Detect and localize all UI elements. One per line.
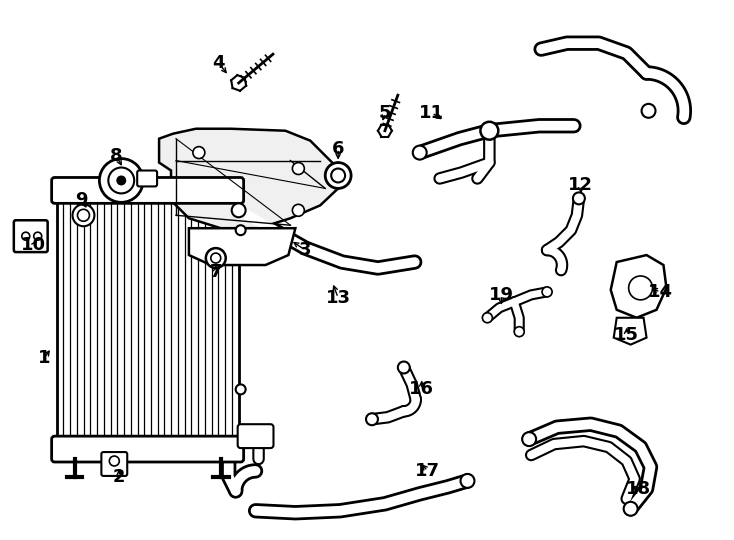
Circle shape	[236, 384, 246, 394]
Text: 5: 5	[379, 104, 391, 122]
Polygon shape	[189, 228, 295, 265]
FancyBboxPatch shape	[101, 452, 127, 476]
Circle shape	[236, 225, 246, 235]
Text: 10: 10	[21, 236, 46, 254]
Text: 6: 6	[332, 140, 344, 158]
Circle shape	[292, 204, 305, 217]
Circle shape	[99, 159, 143, 202]
Circle shape	[325, 163, 351, 188]
Circle shape	[73, 204, 95, 226]
Text: 7: 7	[209, 263, 222, 281]
Polygon shape	[614, 318, 647, 345]
Circle shape	[116, 176, 126, 185]
Circle shape	[413, 146, 426, 160]
Polygon shape	[159, 129, 338, 228]
Circle shape	[398, 361, 410, 374]
FancyBboxPatch shape	[137, 171, 157, 186]
Circle shape	[542, 287, 552, 297]
Circle shape	[232, 204, 246, 217]
Circle shape	[624, 502, 638, 516]
Circle shape	[460, 474, 474, 488]
Circle shape	[481, 122, 498, 140]
Circle shape	[522, 432, 536, 446]
Text: 12: 12	[568, 177, 593, 194]
Polygon shape	[611, 255, 666, 318]
Circle shape	[515, 327, 524, 336]
Circle shape	[193, 147, 205, 159]
Circle shape	[206, 248, 226, 268]
Text: 17: 17	[415, 462, 440, 480]
Text: 9: 9	[75, 191, 88, 210]
Circle shape	[292, 163, 305, 174]
FancyBboxPatch shape	[14, 220, 48, 252]
Circle shape	[366, 413, 378, 425]
Circle shape	[482, 124, 496, 138]
Text: 16: 16	[410, 380, 435, 399]
Text: 15: 15	[614, 326, 639, 343]
Text: 8: 8	[110, 146, 123, 165]
Text: 2: 2	[113, 468, 126, 486]
Text: 4: 4	[213, 54, 225, 72]
Text: 13: 13	[326, 289, 351, 307]
Circle shape	[482, 313, 493, 323]
Circle shape	[642, 104, 655, 118]
Text: 14: 14	[648, 283, 673, 301]
Circle shape	[628, 276, 653, 300]
Text: 3: 3	[299, 241, 311, 259]
FancyBboxPatch shape	[51, 178, 244, 204]
Text: 11: 11	[419, 104, 444, 122]
Text: 19: 19	[489, 286, 514, 304]
Text: 18: 18	[626, 480, 651, 498]
FancyBboxPatch shape	[238, 424, 274, 448]
Text: 1: 1	[38, 348, 51, 367]
FancyBboxPatch shape	[51, 436, 244, 462]
Circle shape	[573, 192, 585, 204]
